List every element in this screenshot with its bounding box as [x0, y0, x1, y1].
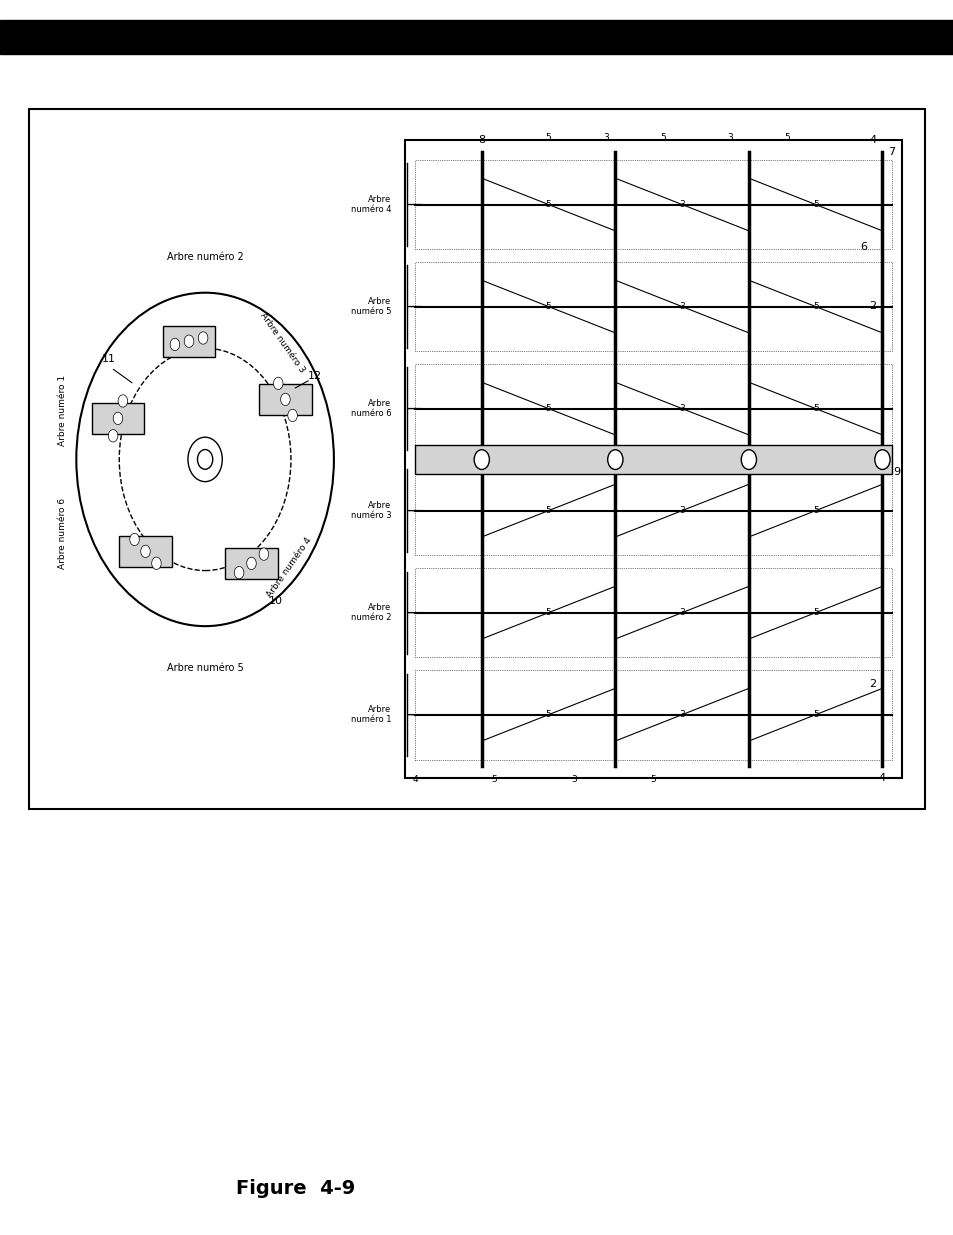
Bar — [415, 262, 891, 352]
Bar — [91, 403, 144, 433]
Text: 5: 5 — [545, 200, 551, 209]
Text: 3: 3 — [571, 776, 577, 784]
Text: Arbre numéro 2: Arbre numéro 2 — [167, 252, 243, 262]
Bar — [415, 445, 891, 474]
Text: 5: 5 — [545, 404, 551, 412]
Text: 5: 5 — [812, 404, 818, 412]
Text: 5: 5 — [545, 133, 551, 142]
Bar — [163, 326, 215, 357]
Circle shape — [247, 557, 256, 569]
Text: 2: 2 — [868, 301, 876, 311]
Circle shape — [152, 557, 161, 569]
Text: 10: 10 — [269, 597, 283, 606]
Circle shape — [740, 450, 756, 469]
Circle shape — [234, 567, 244, 579]
Text: Arbre numéro 4: Arbre numéro 4 — [265, 536, 313, 599]
Text: 5: 5 — [812, 506, 818, 515]
Circle shape — [113, 412, 123, 425]
Bar — [405, 140, 901, 778]
Text: Arbre
numéro 6: Arbre numéro 6 — [350, 399, 391, 419]
Circle shape — [141, 545, 151, 557]
Circle shape — [188, 437, 222, 482]
Text: 3: 3 — [602, 133, 608, 142]
Text: 5: 5 — [812, 710, 818, 719]
Text: Arbre numéro 6: Arbre numéro 6 — [57, 498, 67, 569]
Text: 4: 4 — [878, 773, 885, 783]
Text: 3: 3 — [679, 506, 684, 515]
Bar — [415, 669, 891, 760]
Circle shape — [198, 332, 208, 345]
Text: 3: 3 — [679, 200, 684, 209]
Text: 5: 5 — [812, 200, 818, 209]
Text: 4: 4 — [868, 135, 876, 144]
Text: 5: 5 — [545, 303, 551, 311]
Text: 5: 5 — [650, 776, 656, 784]
Bar — [415, 568, 891, 657]
Circle shape — [607, 450, 622, 469]
Circle shape — [274, 377, 283, 389]
Circle shape — [288, 409, 297, 421]
Text: 5: 5 — [491, 776, 497, 784]
Text: Arbre numéro 1: Arbre numéro 1 — [57, 374, 67, 446]
Text: Arbre
numéro 3: Arbre numéro 3 — [350, 501, 391, 520]
Circle shape — [197, 450, 213, 469]
Text: 5: 5 — [545, 710, 551, 719]
Text: 6: 6 — [859, 242, 866, 252]
Text: 3: 3 — [679, 303, 684, 311]
Bar — [225, 548, 277, 579]
Text: 5: 5 — [545, 608, 551, 618]
Text: 5: 5 — [783, 133, 789, 142]
Text: 5: 5 — [545, 506, 551, 515]
Text: 3: 3 — [679, 608, 684, 618]
Text: Arbre
numéro 1: Arbre numéro 1 — [351, 705, 391, 725]
Circle shape — [874, 450, 889, 469]
Bar — [0, 20, 953, 54]
Text: 3: 3 — [726, 133, 732, 142]
Text: 2: 2 — [868, 679, 876, 689]
Circle shape — [109, 430, 118, 442]
Text: Arbre
numéro 2: Arbre numéro 2 — [351, 603, 391, 622]
Text: 8: 8 — [477, 135, 485, 144]
Bar — [119, 536, 172, 567]
Text: 11: 11 — [101, 354, 115, 364]
Circle shape — [184, 335, 193, 347]
Text: Arbre
numéro 4: Arbre numéro 4 — [351, 195, 391, 214]
Circle shape — [170, 338, 179, 351]
Circle shape — [76, 293, 334, 626]
Text: 3: 3 — [679, 710, 684, 719]
Text: Arbre numéro 3: Arbre numéro 3 — [258, 311, 306, 374]
Circle shape — [474, 450, 489, 469]
Circle shape — [280, 393, 290, 405]
Text: Figure  4-9: Figure 4-9 — [235, 1178, 355, 1198]
Text: 5: 5 — [812, 303, 818, 311]
Text: 7: 7 — [887, 147, 895, 157]
Text: 3: 3 — [679, 404, 684, 412]
Bar — [415, 364, 891, 453]
Bar — [415, 466, 891, 556]
Text: Arbre
numéro 5: Arbre numéro 5 — [351, 296, 391, 316]
Text: Arbre numéro 5: Arbre numéro 5 — [167, 663, 243, 673]
Bar — [259, 384, 312, 415]
Text: 5: 5 — [659, 133, 665, 142]
Text: 9: 9 — [892, 467, 900, 477]
Circle shape — [118, 395, 128, 408]
Text: 12: 12 — [307, 370, 321, 382]
Circle shape — [259, 548, 269, 561]
Circle shape — [130, 534, 139, 546]
Bar — [415, 159, 891, 249]
Text: 5: 5 — [812, 608, 818, 618]
Text: 4: 4 — [412, 776, 417, 784]
Bar — [29, 109, 924, 809]
